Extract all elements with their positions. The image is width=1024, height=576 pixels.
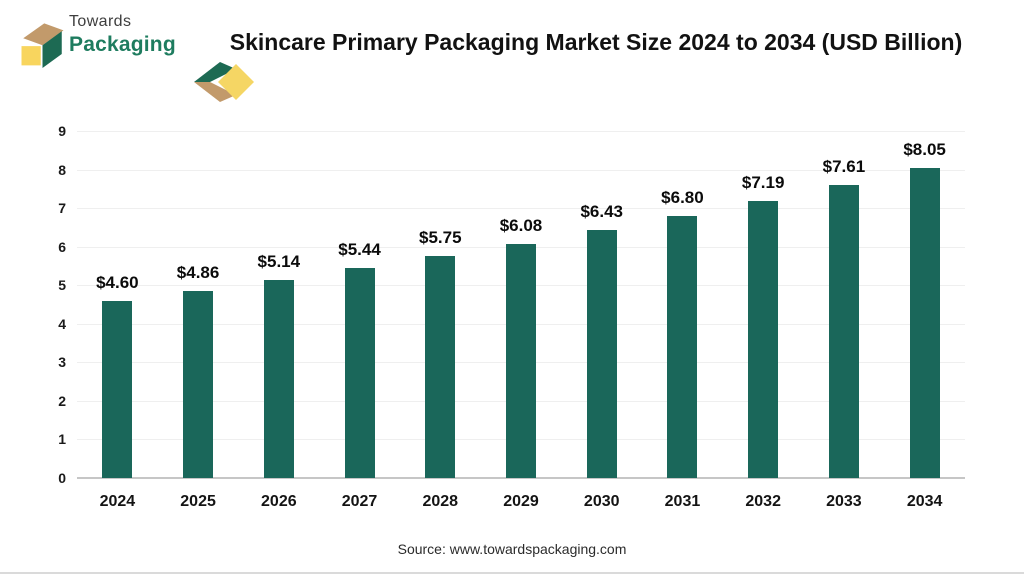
bar-value-label: $4.60: [96, 272, 139, 292]
bar: [586, 230, 617, 478]
bar: [263, 279, 294, 478]
box-right-face: [42, 31, 62, 68]
x-tick-label: 2029: [503, 493, 539, 510]
y-tick-label: 8: [58, 161, 66, 178]
bar: [506, 243, 536, 478]
x-tick-label: 2027: [341, 493, 378, 510]
logo-wordmark: Towards Packaging: [69, 13, 176, 56]
y-tick-label: 2: [58, 392, 66, 409]
y-tick-label: 5: [58, 277, 66, 294]
chevron-bottom-face: [194, 82, 236, 102]
chevron-top-face: [194, 62, 236, 82]
bar: [425, 256, 456, 478]
bar: [909, 167, 940, 478]
logo-line-towards: Towards: [69, 13, 132, 30]
x-tick-label: 2033: [826, 493, 862, 510]
page-title: Skincare Primary Packaging Market Size 2…: [229, 29, 963, 55]
y-tick-label: 0: [58, 470, 66, 486]
bar-value-label: $6.08: [499, 215, 543, 235]
x-tick-label: 2030: [583, 493, 620, 510]
diamond-face: [218, 64, 254, 100]
x-tick-label: 2026: [261, 493, 297, 510]
bar-value-label: $6.80: [661, 187, 704, 207]
box-front-face: [21, 46, 41, 66]
y-tick-label: 6: [58, 238, 66, 255]
source-text: Source: www.towardspackaging.com: [397, 541, 627, 557]
bar-value-label: $4.86: [176, 262, 220, 282]
bar-value-label: $5.44: [338, 240, 381, 260]
gridline: [77, 131, 965, 132]
x-tick-label: 2028: [422, 493, 459, 510]
bar: [667, 215, 698, 478]
bar: [183, 290, 214, 478]
y-tick-label: 7: [58, 200, 66, 217]
bottom-divider: [0, 572, 1024, 574]
x-tick-label: 2032: [745, 493, 781, 510]
logo-line-packaging: Packaging: [69, 32, 176, 56]
y-tick-label: 1: [58, 431, 66, 448]
bar-value-label: $7.19: [741, 172, 785, 192]
x-tick-label: 2031: [664, 493, 701, 510]
y-tick-label: 3: [58, 354, 66, 371]
bar-value-label: $8.05: [903, 139, 946, 159]
bar-value-label: $7.61: [822, 156, 866, 176]
x-tick-label: 2025: [180, 493, 216, 510]
y-tick-label: 9: [58, 123, 66, 139]
bar: [748, 200, 779, 478]
gridline: [77, 208, 965, 210]
x-tick-label: 2024: [99, 493, 136, 510]
gridline: [77, 169, 965, 171]
y-tick-label: 4: [58, 315, 66, 332]
chevron-diamond-icon: [194, 62, 254, 102]
bar: [828, 184, 859, 478]
bar-value-label: $6.43: [580, 202, 623, 222]
x-tick-label: 2034: [906, 493, 943, 510]
bar: [344, 268, 375, 478]
bar: [102, 300, 133, 478]
bar-value-label: $5.75: [418, 228, 462, 248]
x-axis-line: [77, 477, 965, 479]
bar-value-label: $5.14: [257, 251, 301, 271]
logo-box-icon: [21, 23, 64, 68]
box-top-face: [23, 23, 64, 46]
